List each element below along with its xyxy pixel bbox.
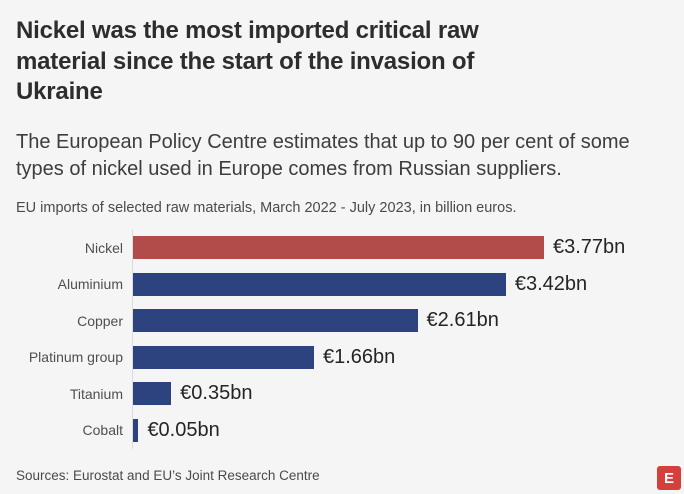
bar-copper: [133, 309, 418, 333]
sources-text: Sources: Eurostat and EU’s Joint Researc…: [16, 467, 320, 483]
chart-row: Copper €2.61bn: [16, 302, 660, 339]
logo-letter: E: [663, 469, 674, 487]
value-label: €0.05bn: [147, 418, 220, 441]
chart-row: Cobalt €0.05bn: [16, 412, 660, 449]
chart-description: EU imports of selected raw materials, Ma…: [16, 199, 517, 216]
bar-area: €3.77bn: [132, 229, 660, 266]
bar-chart: Nickel €3.77bn Aluminium €3.42bn Copper €2.61…: [16, 229, 660, 449]
category-label: Titanium: [69, 385, 123, 402]
bar-area: €3.42bn: [132, 266, 660, 303]
category-label: Cobalt: [82, 422, 123, 439]
bar-area: €0.05bn: [132, 412, 660, 449]
category-label: Nickel: [84, 239, 123, 256]
chart-row: Titanium €0.35bn: [16, 375, 660, 412]
chart-row: Platinum group €1.66bn: [16, 339, 660, 376]
bar-cobalt: [133, 418, 139, 442]
value-label: €0.35bn: [180, 382, 253, 405]
category-label: Platinum group: [28, 349, 123, 366]
value-label: €3.77bn: [553, 236, 626, 259]
category-label: Copper: [77, 312, 123, 329]
bar-platinum-group: [133, 345, 314, 369]
category-label: Aluminium: [57, 276, 123, 293]
value-label: €3.42bn: [514, 272, 588, 295]
value-label: €1.66bn: [322, 345, 396, 368]
chart-row: Nickel €3.77bn: [16, 229, 660, 266]
bar-area: €1.66bn: [132, 339, 660, 376]
value-label: €2.61bn: [426, 309, 499, 332]
bar-titanium: [133, 382, 172, 406]
bar-area: €0.35bn: [132, 375, 660, 412]
bar-chart-rows: Nickel €3.77bn Aluminium €3.42bn Copper €2.61…: [16, 229, 660, 449]
chart-row: Aluminium €3.42bn: [16, 266, 660, 303]
bar-nickel: [133, 236, 544, 260]
bar-area: €2.61bn: [132, 302, 660, 339]
bar-aluminium: [133, 272, 506, 296]
subtitle: The European Policy Centre estimates tha…: [16, 130, 630, 180]
euronews-logo-icon: E: [657, 466, 681, 490]
page-title: Nickel was the most imported critical ra…: [16, 17, 479, 105]
